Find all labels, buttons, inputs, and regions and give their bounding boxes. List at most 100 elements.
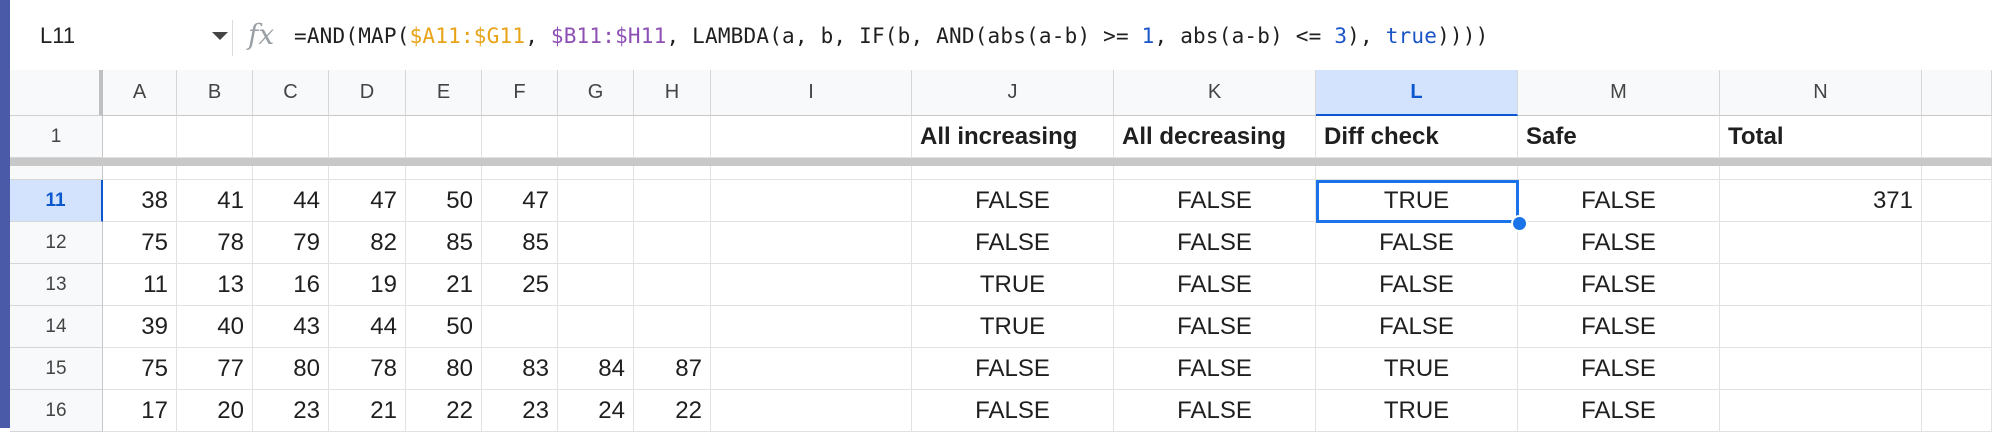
cell-b15[interactable]: 77: [177, 348, 253, 390]
row-header-1[interactable]: 1: [10, 116, 103, 158]
spreadsheet-grid[interactable]: A B C D E F G H I J K L M N 1 All increasing All decreas…: [10, 70, 1992, 432]
cell-l14[interactable]: FALSE: [1316, 306, 1518, 348]
cell-g16[interactable]: 24: [558, 390, 634, 432]
cell-d1[interactable]: [329, 116, 406, 158]
cell-a13[interactable]: 11: [103, 264, 177, 306]
cell-e1[interactable]: [406, 116, 482, 158]
cell-m1[interactable]: Safe: [1518, 116, 1720, 158]
cell-m13[interactable]: FALSE: [1518, 264, 1720, 306]
cell-i11[interactable]: [711, 180, 912, 222]
cell-filler[interactable]: [1922, 180, 1992, 222]
cell-f14[interactable]: [482, 306, 558, 348]
cell-g13[interactable]: [558, 264, 634, 306]
cell-d16[interactable]: 21: [329, 390, 406, 432]
cell-h15[interactable]: 87: [634, 348, 711, 390]
cell-f15[interactable]: 83: [482, 348, 558, 390]
cell-f11[interactable]: 47: [482, 180, 558, 222]
cell-d11[interactable]: 47: [329, 180, 406, 222]
cell-m15[interactable]: FALSE: [1518, 348, 1720, 390]
cell-filler[interactable]: [1922, 390, 1992, 432]
cell-h11[interactable]: [634, 180, 711, 222]
cell-l13[interactable]: FALSE: [1316, 264, 1518, 306]
column-header-l[interactable]: L: [1316, 70, 1518, 116]
cell-e11[interactable]: 50: [406, 180, 482, 222]
cell-c16[interactable]: 23: [253, 390, 329, 432]
cell-c13[interactable]: 16: [253, 264, 329, 306]
row-header-12[interactable]: 12: [10, 222, 103, 264]
cell-b14[interactable]: 40: [177, 306, 253, 348]
column-header-d[interactable]: D: [329, 70, 406, 116]
column-header-h[interactable]: H: [634, 70, 711, 116]
cell-n11[interactable]: 371: [1720, 180, 1922, 222]
cell-l16[interactable]: TRUE: [1316, 390, 1518, 432]
cell-c11[interactable]: 44: [253, 180, 329, 222]
cell-d13[interactable]: 19: [329, 264, 406, 306]
cell-j12[interactable]: FALSE: [912, 222, 1114, 264]
column-header-f[interactable]: F: [482, 70, 558, 116]
cell-filler[interactable]: [1922, 306, 1992, 348]
cell-k15[interactable]: FALSE: [1114, 348, 1316, 390]
cell-h1[interactable]: [634, 116, 711, 158]
chevron-down-icon[interactable]: [212, 32, 228, 40]
cell-m11[interactable]: FALSE: [1518, 180, 1720, 222]
cell-m16[interactable]: FALSE: [1518, 390, 1720, 432]
cell-d12[interactable]: 82: [329, 222, 406, 264]
cell-b16[interactable]: 20: [177, 390, 253, 432]
cell-i12[interactable]: [711, 222, 912, 264]
cell-f16[interactable]: 23: [482, 390, 558, 432]
cell-e16[interactable]: 22: [406, 390, 482, 432]
column-header-i[interactable]: I: [711, 70, 912, 116]
formula-input[interactable]: =AND(MAP($A11:$G11, $B11:$H11, LAMBDA(a,…: [294, 24, 1488, 48]
column-header-g[interactable]: G: [558, 70, 634, 116]
cell-d15[interactable]: 78: [329, 348, 406, 390]
fill-handle[interactable]: [1511, 215, 1528, 232]
cell-k11[interactable]: FALSE: [1114, 180, 1316, 222]
cell-l1[interactable]: Diff check: [1316, 116, 1518, 158]
cell-a1[interactable]: [103, 116, 177, 158]
cell-c1[interactable]: [253, 116, 329, 158]
cell-a12[interactable]: 75: [103, 222, 177, 264]
row-header-11[interactable]: 11: [10, 180, 103, 222]
cell-filler[interactable]: [1922, 348, 1992, 390]
cell-k12[interactable]: FALSE: [1114, 222, 1316, 264]
cell-a16[interactable]: 17: [103, 390, 177, 432]
cell-m14[interactable]: FALSE: [1518, 306, 1720, 348]
cell-e15[interactable]: 80: [406, 348, 482, 390]
cell-j16[interactable]: FALSE: [912, 390, 1114, 432]
cell-f12[interactable]: 85: [482, 222, 558, 264]
cell-n15[interactable]: [1720, 348, 1922, 390]
cell-g11[interactable]: [558, 180, 634, 222]
cell-i13[interactable]: [711, 264, 912, 306]
cell-i14[interactable]: [711, 306, 912, 348]
cell-j15[interactable]: FALSE: [912, 348, 1114, 390]
cell-filler[interactable]: [1922, 264, 1992, 306]
cell-n14[interactable]: [1720, 306, 1922, 348]
cell-c14[interactable]: 43: [253, 306, 329, 348]
cell-d14[interactable]: 44: [329, 306, 406, 348]
cell-h16[interactable]: 22: [634, 390, 711, 432]
cell-l11[interactable]: TRUE: [1316, 180, 1518, 222]
cell-i15[interactable]: [711, 348, 912, 390]
cell-l12[interactable]: FALSE: [1316, 222, 1518, 264]
cell-i16[interactable]: [711, 390, 912, 432]
cell-filler[interactable]: [1922, 116, 1992, 158]
cell-n12[interactable]: [1720, 222, 1922, 264]
cell-g15[interactable]: 84: [558, 348, 634, 390]
cell-b11[interactable]: 41: [177, 180, 253, 222]
cell-f13[interactable]: 25: [482, 264, 558, 306]
cell-a11[interactable]: 38: [103, 180, 177, 222]
cell-b1[interactable]: [177, 116, 253, 158]
cell-e12[interactable]: 85: [406, 222, 482, 264]
column-header-c[interactable]: C: [253, 70, 329, 116]
column-header-e[interactable]: E: [406, 70, 482, 116]
cell-n16[interactable]: [1720, 390, 1922, 432]
cell-c12[interactable]: 79: [253, 222, 329, 264]
row-header-15[interactable]: 15: [10, 348, 103, 390]
cell-g14[interactable]: [558, 306, 634, 348]
column-header-b[interactable]: B: [177, 70, 253, 116]
row-header-14[interactable]: 14: [10, 306, 103, 348]
column-header-n[interactable]: N: [1720, 70, 1922, 116]
cell-k14[interactable]: FALSE: [1114, 306, 1316, 348]
name-box[interactable]: L11: [40, 22, 228, 50]
column-header-a[interactable]: A: [103, 70, 177, 116]
